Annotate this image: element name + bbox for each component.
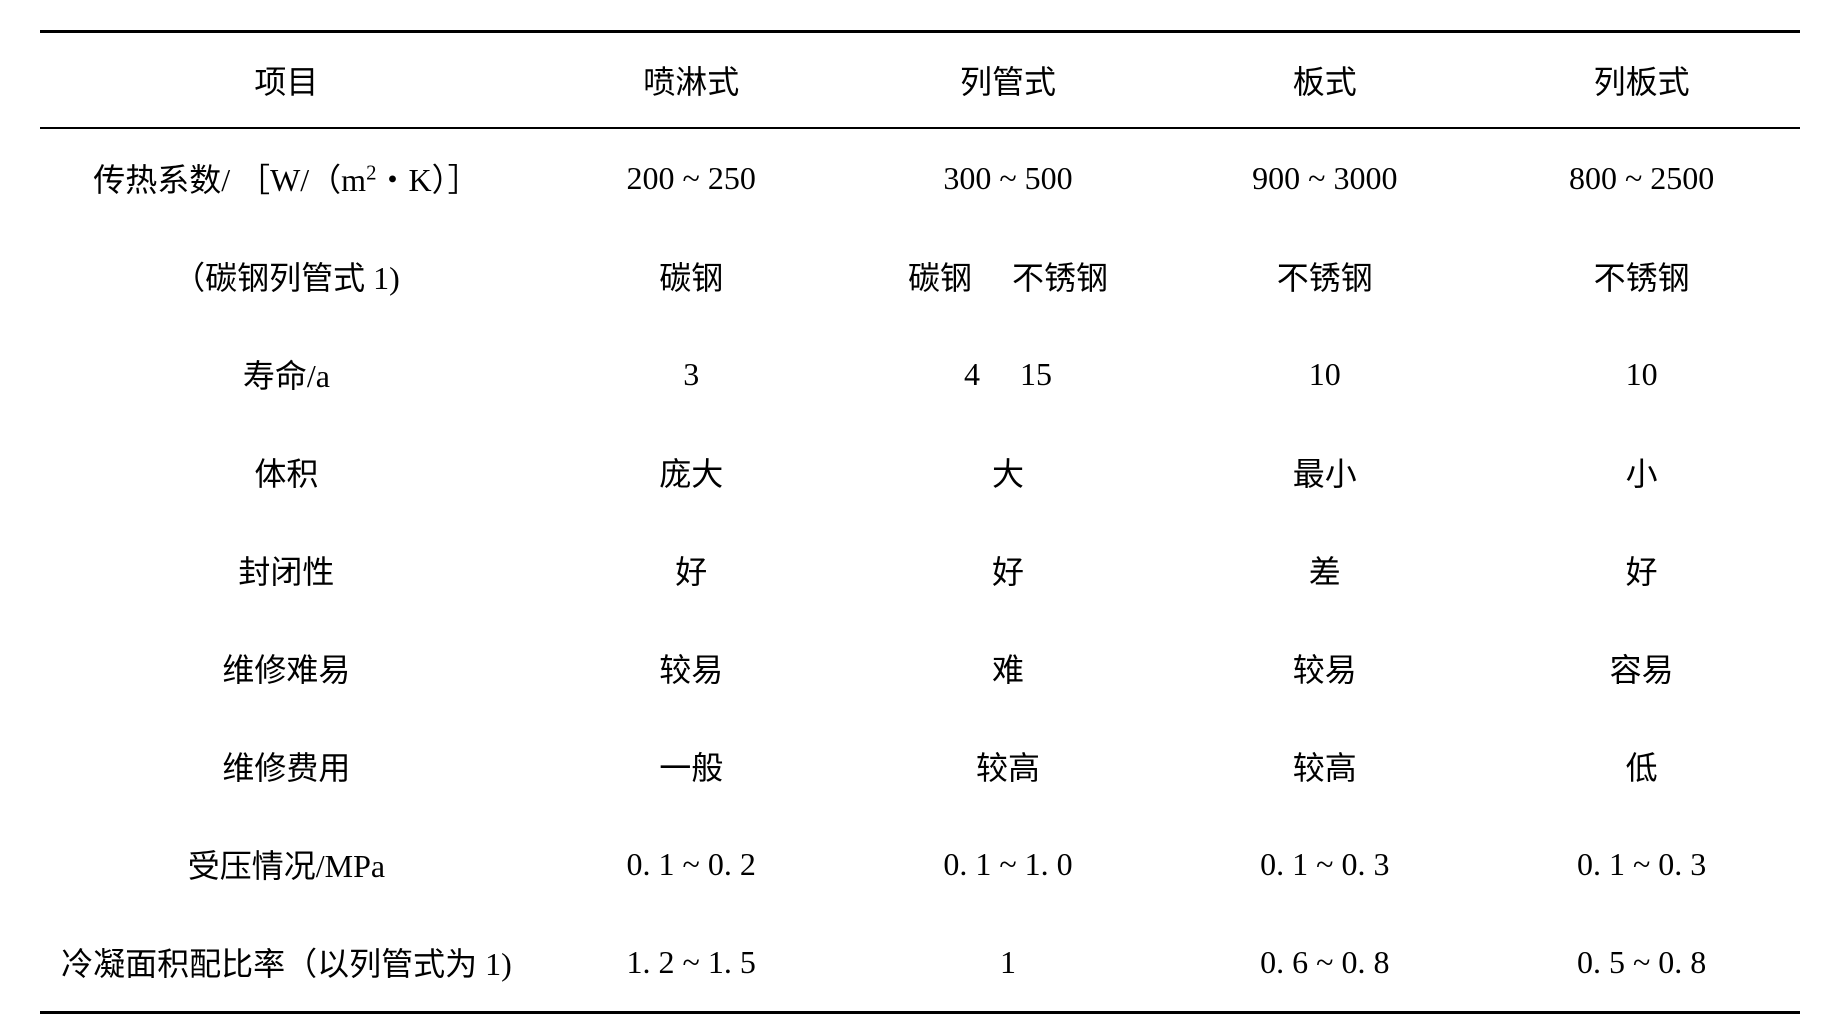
cell-split-b: 不锈钢 <box>1012 253 1108 299</box>
row-cell: 3 <box>533 325 850 423</box>
table-row: 维修费用一般较高较高低 <box>40 717 1800 815</box>
row-cell: 较易 <box>533 619 850 717</box>
table-row: 受压情况/MPa0. 1 ~ 0. 20. 1 ~ 1. 00. 1 ~ 0. … <box>40 815 1800 913</box>
row-cell: 1 <box>850 913 1167 1013</box>
row-cell: 0. 6 ~ 0. 8 <box>1166 913 1483 1013</box>
header-col1: 喷淋式 <box>533 32 850 129</box>
row-cell: 0. 1 ~ 0. 3 <box>1483 815 1800 913</box>
row-cell: 800 ~ 2500 <box>1483 128 1800 227</box>
row-label: （碳钢列管式 1) <box>40 227 533 325</box>
row-cell: 0. 1 ~ 0. 2 <box>533 815 850 913</box>
row-cell: 0. 1 ~ 0. 3 <box>1166 815 1483 913</box>
row-cell: 0. 5 ~ 0. 8 <box>1483 913 1800 1013</box>
row-cell: 1. 2 ~ 1. 5 <box>533 913 850 1013</box>
table-row: 维修难易较易难较易容易 <box>40 619 1800 717</box>
comparison-table: 项目 喷淋式 列管式 板式 列板式 传热系数/ ［W/（m2・K）］200 ~ … <box>40 30 1800 1014</box>
row-cell: 较高 <box>850 717 1167 815</box>
row-cell: 难 <box>850 619 1167 717</box>
table-body: 传热系数/ ［W/（m2・K）］200 ~ 250300 ~ 500900 ~ … <box>40 128 1800 1013</box>
row-cell: 较易 <box>1166 619 1483 717</box>
header-label: 项目 <box>40 32 533 129</box>
header-col2: 列管式 <box>850 32 1167 129</box>
header-col3: 板式 <box>1166 32 1483 129</box>
row-cell: 较高 <box>1166 717 1483 815</box>
table-row: （碳钢列管式 1)碳钢碳钢不锈钢不锈钢不锈钢 <box>40 227 1800 325</box>
row-cell: 300 ~ 500 <box>850 128 1167 227</box>
row-cell: 10 <box>1166 325 1483 423</box>
row-label: 受压情况/MPa <box>40 815 533 913</box>
row-label: 封闭性 <box>40 521 533 619</box>
row-cell: 庞大 <box>533 423 850 521</box>
row-cell: 碳钢 <box>533 227 850 325</box>
row-cell: 好 <box>1483 521 1800 619</box>
row-label: 维修费用 <box>40 717 533 815</box>
row-cell: 低 <box>1483 717 1800 815</box>
table-row: 体积庞大大最小小 <box>40 423 1800 521</box>
row-cell: 10 <box>1483 325 1800 423</box>
header-col4: 列板式 <box>1483 32 1800 129</box>
table-header-row: 项目 喷淋式 列管式 板式 列板式 <box>40 32 1800 129</box>
row-cell: 最小 <box>1166 423 1483 521</box>
row-cell: 碳钢不锈钢 <box>850 227 1167 325</box>
table-row: 封闭性好好差好 <box>40 521 1800 619</box>
row-label: 体积 <box>40 423 533 521</box>
row-cell: 差 <box>1166 521 1483 619</box>
cell-split-a: 碳钢 <box>908 253 972 299</box>
row-cell: 好 <box>533 521 850 619</box>
row-cell: 900 ~ 3000 <box>1166 128 1483 227</box>
row-label: 冷凝面积配比率（以列管式为 1) <box>40 913 533 1013</box>
row-cell: 大 <box>850 423 1167 521</box>
row-cell: 一般 <box>533 717 850 815</box>
row-label: 寿命/a <box>40 325 533 423</box>
row-cell: 不锈钢 <box>1483 227 1800 325</box>
row-cell: 不锈钢 <box>1166 227 1483 325</box>
table-row: 冷凝面积配比率（以列管式为 1)1. 2 ~ 1. 510. 6 ~ 0. 80… <box>40 913 1800 1013</box>
row-cell: 容易 <box>1483 619 1800 717</box>
row-cell: 好 <box>850 521 1167 619</box>
cell-split-b: 15 <box>1020 356 1052 393</box>
row-cell: 200 ~ 250 <box>533 128 850 227</box>
row-cell: 4 15 <box>850 325 1167 423</box>
row-label: 维修难易 <box>40 619 533 717</box>
cell-split-a: 4 <box>964 356 980 393</box>
row-label: 传热系数/ ［W/（m2・K）］ <box>40 128 533 227</box>
row-cell: 小 <box>1483 423 1800 521</box>
table-row: 寿命/a3 4 15 1010 <box>40 325 1800 423</box>
table-row: 传热系数/ ［W/（m2・K）］200 ~ 250300 ~ 500900 ~ … <box>40 128 1800 227</box>
row-cell: 0. 1 ~ 1. 0 <box>850 815 1167 913</box>
